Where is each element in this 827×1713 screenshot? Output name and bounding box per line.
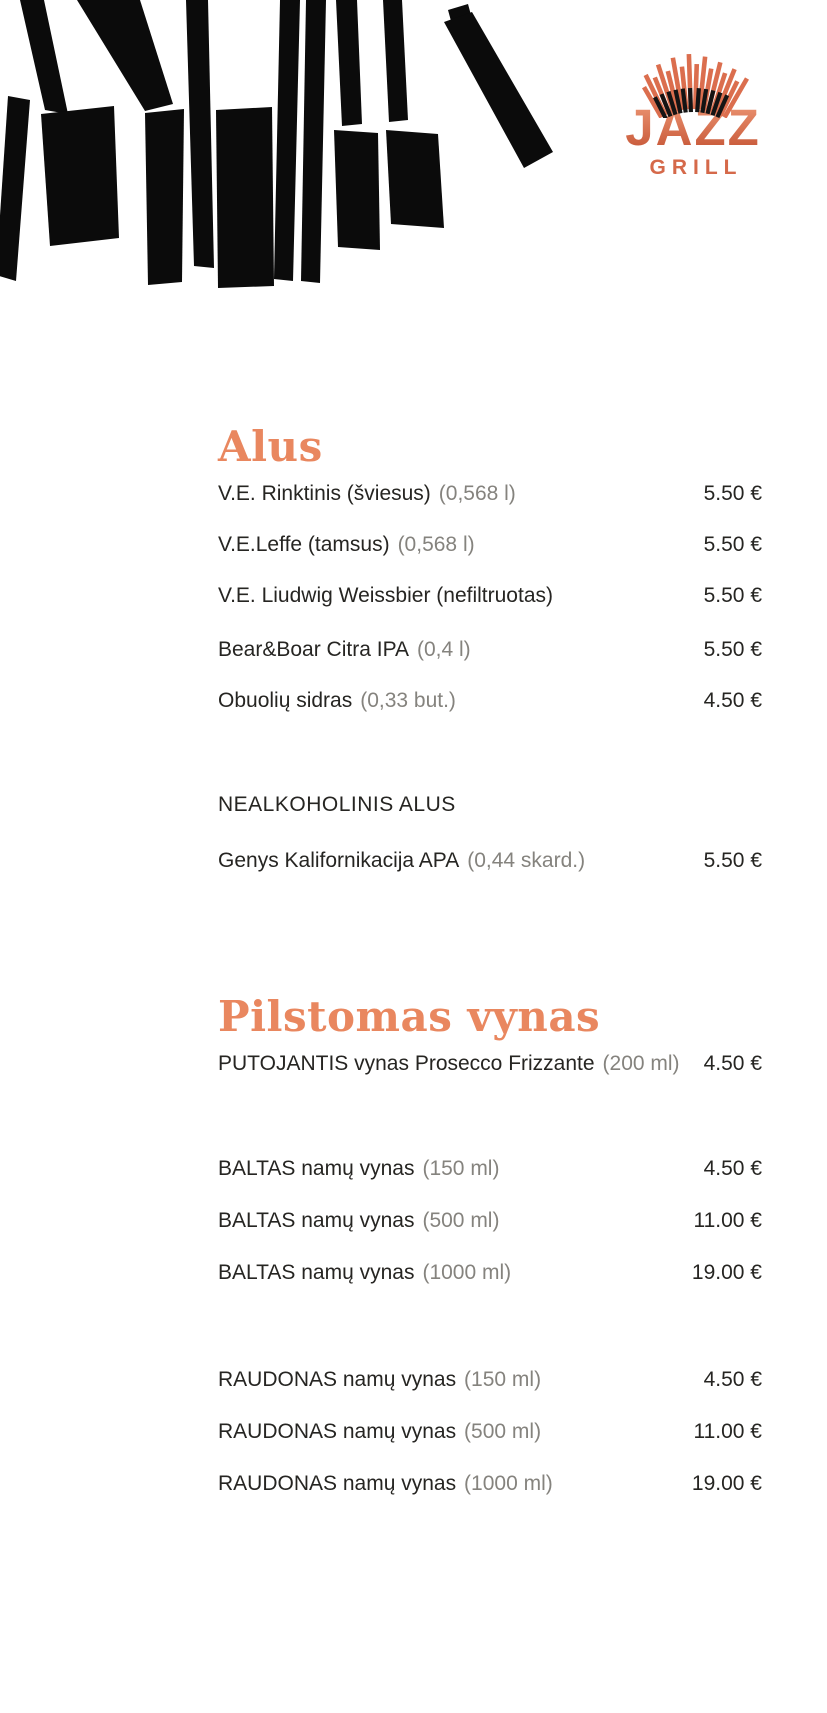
jazz-grill-logo: JAZZ GRILL bbox=[618, 52, 768, 180]
item-price: 5.50 € bbox=[703, 638, 762, 661]
item-volume: (200 ml) bbox=[602, 1052, 680, 1075]
item-price: 5.50 € bbox=[703, 584, 762, 607]
menu-item-row: RAUDONAS namų vynas (500 ml) 11.00 € bbox=[218, 1419, 762, 1445]
item-label: V.E.Leffe (tamsus) (0,568 l) bbox=[218, 532, 475, 558]
item-volume: (1000 ml) bbox=[422, 1261, 512, 1284]
item-volume: (0,4 l) bbox=[417, 638, 471, 661]
menu-item-row: Obuolių sidras (0,33 but.) 4.50 € bbox=[218, 688, 762, 714]
item-price: 11.00 € bbox=[693, 1420, 762, 1443]
item-volume: (150 ml) bbox=[422, 1157, 500, 1180]
menu-item-row: RAUDONAS namų vynas (150 ml) 4.50 € bbox=[218, 1367, 762, 1393]
item-name: Genys Kalifornikacija APA bbox=[218, 849, 460, 872]
item-name: RAUDONAS namų vynas bbox=[218, 1368, 457, 1391]
subsection-heading-nealkoholinis-alus: NEALKOHOLINIS ALUS bbox=[218, 793, 456, 816]
logo-piano-keys-icon bbox=[642, 53, 749, 118]
section-title-alus: Alus bbox=[218, 422, 323, 471]
menu-item-row: BALTAS namų vynas (500 ml) 11.00 € bbox=[218, 1208, 762, 1234]
logo-subtitle: GRILL bbox=[649, 156, 743, 179]
item-volume: (0,568 l) bbox=[438, 482, 516, 505]
item-label: BALTAS namų vynas (1000 ml) bbox=[218, 1260, 511, 1286]
piano-keys-illustration bbox=[0, 0, 553, 288]
item-name: RAUDONAS namų vynas bbox=[218, 1472, 457, 1495]
item-volume: (0,44 skard.) bbox=[467, 849, 586, 872]
item-name: BALTAS namų vynas bbox=[218, 1157, 415, 1180]
item-volume: (0,568 l) bbox=[397, 533, 475, 556]
menu-item-row: PUTOJANTIS vynas Prosecco Frizzante (200 … bbox=[218, 1051, 762, 1077]
item-name: PUTOJANTIS vynas Prosecco Frizzante bbox=[218, 1052, 595, 1075]
item-name: V.E. Rinktinis (šviesus) bbox=[218, 482, 431, 505]
menu-item-row: Bear&Boar Citra IPA (0,4 l) 5.50 € bbox=[218, 637, 762, 663]
menu-item-row: V.E. Liudwig Weissbier (nefiltruotas) 5.… bbox=[218, 583, 762, 609]
menu-item-row: Genys Kalifornikacija APA (0,44 skard.) 5… bbox=[218, 848, 762, 874]
item-price: 11.00 € bbox=[693, 1209, 762, 1232]
item-volume: (1000 ml) bbox=[464, 1472, 553, 1495]
item-volume: (500 ml) bbox=[464, 1420, 542, 1443]
menu-item-row: BALTAS namų vynas (1000 ml) 19.00 € bbox=[218, 1260, 762, 1286]
item-name: BALTAS namų vynas bbox=[218, 1209, 415, 1232]
item-label: BALTAS namų vynas (500 ml) bbox=[218, 1208, 499, 1234]
item-price: 4.50 € bbox=[703, 689, 762, 712]
item-label: V.E. Rinktinis (šviesus) (0,568 l) bbox=[218, 481, 516, 507]
logo-title: JAZZ bbox=[618, 102, 768, 153]
item-price: 19.00 € bbox=[691, 1472, 762, 1495]
item-label: Genys Kalifornikacija APA (0,44 skard.) bbox=[218, 848, 585, 874]
section-title-pilstomas-vynas: Pilstomas vynas bbox=[218, 992, 601, 1041]
item-label: RAUDONAS namų vynas (150 ml) bbox=[218, 1367, 541, 1393]
item-volume: (500 ml) bbox=[422, 1209, 500, 1232]
item-label: PUTOJANTIS vynas Prosecco Frizzante (200 … bbox=[218, 1051, 680, 1077]
menu-item-row: BALTAS namų vynas (150 ml) 4.50 € bbox=[218, 1156, 762, 1182]
item-name: Obuolių sidras bbox=[218, 689, 353, 712]
item-name: V.E. Liudwig Weissbier (nefiltruotas) bbox=[218, 584, 553, 607]
item-price: 5.50 € bbox=[703, 849, 762, 872]
item-name: V.E.Leffe (tamsus) bbox=[218, 533, 390, 556]
item-name: BALTAS namų vynas bbox=[218, 1261, 415, 1284]
item-price: 19.00 € bbox=[691, 1261, 762, 1284]
item-name: Bear&Boar Citra IPA bbox=[218, 638, 410, 661]
item-label: BALTAS namų vynas (150 ml) bbox=[218, 1156, 499, 1182]
item-label: Bear&Boar Citra IPA (0,4 l) bbox=[218, 637, 471, 663]
menu-item-row: V.E.Leffe (tamsus) (0,568 l) 5.50 € bbox=[218, 532, 762, 558]
item-label: RAUDONAS namų vynas (500 ml) bbox=[218, 1419, 541, 1445]
item-label: V.E. Liudwig Weissbier (nefiltruotas) bbox=[218, 583, 561, 609]
item-price: 4.50 € bbox=[703, 1157, 762, 1180]
item-label: Obuolių sidras (0,33 but.) bbox=[218, 688, 456, 714]
item-volume: (0,33 but.) bbox=[360, 689, 456, 712]
item-price: 5.50 € bbox=[703, 482, 762, 505]
item-price: 4.50 € bbox=[703, 1052, 762, 1075]
item-price: 4.50 € bbox=[703, 1368, 762, 1391]
item-price: 5.50 € bbox=[703, 533, 762, 556]
item-volume: (150 ml) bbox=[464, 1368, 542, 1391]
menu-item-row: V.E. Rinktinis (šviesus) (0,568 l) 5.50 € bbox=[218, 481, 762, 507]
item-label: RAUDONAS namų vynas (1000 ml) bbox=[218, 1471, 553, 1497]
item-name: RAUDONAS namų vynas bbox=[218, 1420, 457, 1443]
menu: Alus V.E. Rinktinis (šviesus) (0,568 l) 5… bbox=[218, 0, 762, 1713]
menu-item-row: RAUDONAS namų vynas (1000 ml) 19.00 € bbox=[218, 1471, 762, 1497]
